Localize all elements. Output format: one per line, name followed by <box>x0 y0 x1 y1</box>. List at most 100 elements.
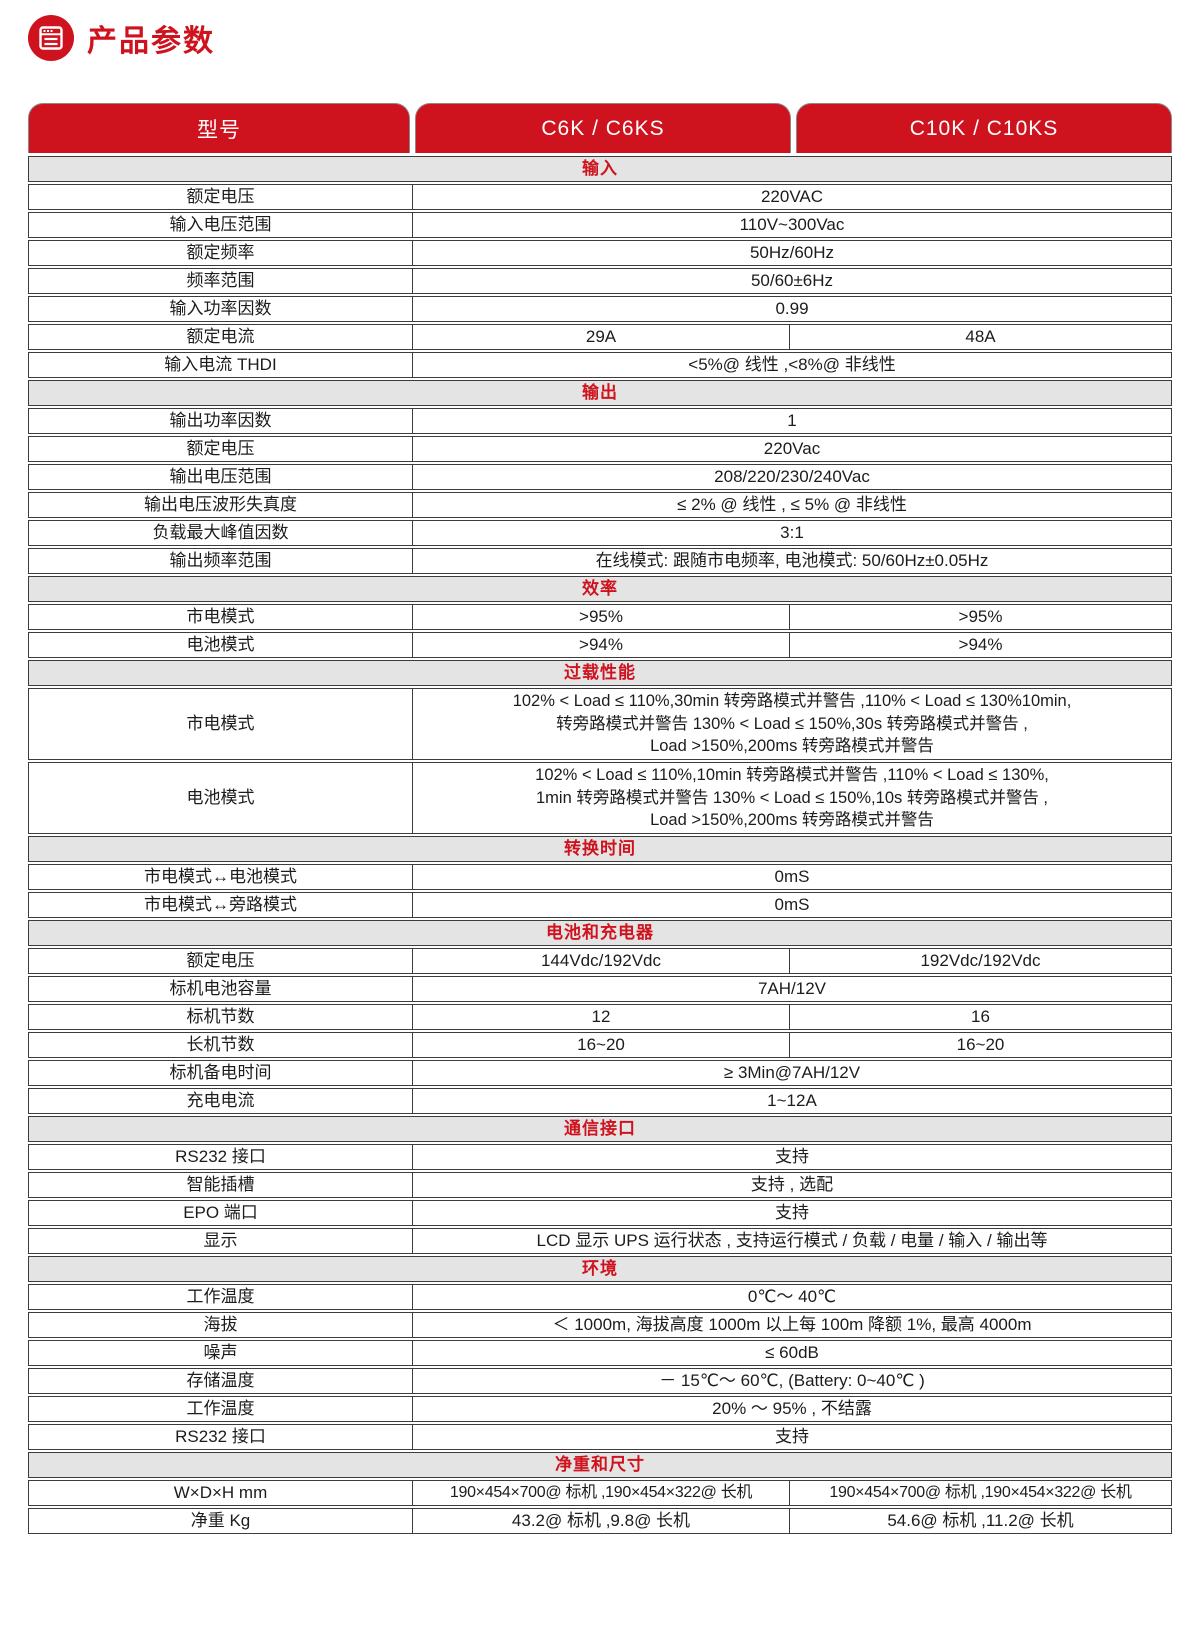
table-row: 长机节数 16~20 16~20 <box>28 1032 1172 1058</box>
row-label: 净重 Kg <box>29 1509 413 1533</box>
row-label: 市电模式↔旁路模式 <box>29 893 413 917</box>
section-header: 输入 <box>28 156 1172 182</box>
section-header: 过载性能 <box>28 660 1172 686</box>
page: 产品参数 型号 C6K / C6KS C10K / C10KS 输入 额定电压 22… <box>28 14 1172 1534</box>
row-value-c6k: >95% <box>413 605 790 629</box>
document-list-icon <box>28 15 74 61</box>
row-value-c6k: 190×454×700@ 标机 ,190×454×322@ 长机 <box>413 1481 790 1505</box>
row-value: <5%@ 线性 ,<8%@ 非线性 <box>688 355 896 374</box>
page-title: 产品参数 <box>87 25 215 58</box>
row-value: 0mS <box>774 895 810 914</box>
table-row: 输入电流 THDI <5%@ 线性 ,<8%@ 非线性 <box>28 352 1172 378</box>
table-row: 频率范围 50/60±6Hz <box>28 268 1172 294</box>
row-value-line: 102% < Load ≤ 110%,10min 转旁路模式并警告 ,110% … <box>535 766 1049 785</box>
row-value: 20% ～ 95% , 不结露 <box>712 1399 872 1418</box>
row-value-line: 102% < Load ≤ 110%,30min 转旁路模式并警告 ,110% … <box>512 692 1072 711</box>
table-row: 标机备电时间 ≥ 3Min@7AH/12V <box>28 1060 1172 1086</box>
row-value-c10k: 16 <box>971 1007 990 1026</box>
page-header: 产品参数 <box>28 14 1172 62</box>
table-row: EPO 端口 支持 <box>28 1200 1172 1226</box>
row-value: 220VAC <box>760 187 824 206</box>
row-value: 在线模式: 跟随市电频率, 电池模式: 50/60Hz±0.05Hz <box>595 551 989 570</box>
row-label: 额定频率 <box>29 241 413 265</box>
section-header: 通信接口 <box>28 1116 1172 1142</box>
row-label: RS232 接口 <box>29 1145 413 1169</box>
row-label: 输出电压波形失真度 <box>29 493 413 517</box>
row-value-c10k: 54.6@ 标机 ,11.2@ 长机 <box>887 1511 1074 1530</box>
model-column-header: 型号 <box>28 103 410 153</box>
section-header: 电池和充电器 <box>28 920 1172 946</box>
row-value: － 15℃～ 60℃, (Battery: 0~40℃ ) <box>659 1371 925 1390</box>
row-value: 102% < Load ≤ 110%,30min 转旁路模式并警告 ,110% … <box>413 689 1171 759</box>
row-value-line: Load >150%,200ms 转旁路模式并警告 <box>650 737 934 756</box>
row-label: 市电模式↔电池模式 <box>29 865 413 889</box>
row-label: 额定电压 <box>29 949 413 973</box>
table-row: 标机节数 12 16 <box>28 1004 1172 1030</box>
row-label: 输出电压范围 <box>29 465 413 489</box>
row-label: 负载最大峰值因数 <box>29 521 413 545</box>
table-row: 电池模式 >94% >94% <box>28 632 1172 658</box>
section-header: 环境 <box>28 1256 1172 1282</box>
row-label: RS232 接口 <box>29 1425 413 1449</box>
table-row: 市电模式↔电池模式 0mS <box>28 864 1172 890</box>
row-label: 长机节数 <box>29 1033 413 1057</box>
table-row: 显示 LCD 显示 UPS 运行状态 , 支持运行模式 / 负载 / 电量 / 输… <box>28 1228 1172 1254</box>
row-label: 输入电压范围 <box>29 213 413 237</box>
row-label: 标机节数 <box>29 1005 413 1029</box>
table-row: 负载最大峰值因数 3:1 <box>28 520 1172 546</box>
table-body: 输入额定电压 220VAC 输入电压范围 110V~300Vac 额定频率 50Hz/60… <box>28 156 1172 1534</box>
section-header: 净重和尺寸 <box>28 1452 1172 1478</box>
row-value: 支持 <box>775 1203 809 1222</box>
row-label: 电池模式 <box>29 633 413 657</box>
table-row: 标机电池容量 7AH/12V <box>28 976 1172 1002</box>
row-value: 0.99 <box>775 299 809 318</box>
row-label: W×D×H mm <box>29 1481 413 1505</box>
row-value: ≤ 2% @ 线性 , ≤ 5% @ 非线性 <box>677 495 907 514</box>
table-row: 市电模式 102% < Load ≤ 110%,30min 转旁路模式并警告 ,1… <box>28 688 1172 760</box>
table-row: 海拔 ＜ 1000m, 海拔高度 1000m 以上每 100m 降额 1%, 最高… <box>28 1312 1172 1338</box>
row-value-c6k: 12 <box>413 1005 790 1029</box>
table-row: 输出功率因数 1 <box>28 408 1172 434</box>
section-header: 转换时间 <box>28 836 1172 862</box>
table-row: 额定电压 220VAC <box>28 184 1172 210</box>
table-row: RS232 接口 支持 <box>28 1424 1172 1450</box>
row-value-c10k: >94% <box>958 635 1003 654</box>
row-value: 220Vac <box>763 439 821 458</box>
row-value: 50/60±6Hz <box>750 271 834 290</box>
row-value: 支持 <box>775 1147 809 1166</box>
row-value-line: 转旁路模式并警告 130% < Load ≤ 150%,30s 转旁路模式并警告… <box>556 714 1028 733</box>
row-label: 市电模式 <box>29 689 413 759</box>
table-row: 工作温度 20% ～ 95% , 不结露 <box>28 1396 1172 1422</box>
row-value-c10k: 192Vdc/192Vdc <box>920 951 1041 970</box>
table-row: 输出电压波形失真度 ≤ 2% @ 线性 , ≤ 5% @ 非线性 <box>28 492 1172 518</box>
row-label: 额定电流 <box>29 325 413 349</box>
table-row: RS232 接口 支持 <box>28 1144 1172 1170</box>
table-row: 额定频率 50Hz/60Hz <box>28 240 1172 266</box>
row-value: 7AH/12V <box>757 979 827 998</box>
row-label: 额定电压 <box>29 185 413 209</box>
row-value-c6k: 29A <box>413 325 790 349</box>
row-label: 充电电流 <box>29 1089 413 1113</box>
row-value: 1~12A <box>767 1091 817 1110</box>
row-value: 0mS <box>774 867 810 886</box>
row-value: ≥ 3Min@7AH/12V <box>723 1063 861 1082</box>
table-row: 额定电流 29A 48A <box>28 324 1172 350</box>
row-label: EPO 端口 <box>29 1201 413 1225</box>
row-label: 海拔 <box>29 1313 413 1337</box>
row-label: 输入电流 THDI <box>29 353 413 377</box>
row-value-c6k: 144Vdc/192Vdc <box>413 949 790 973</box>
row-value: 110V~300Vac <box>739 215 845 234</box>
row-value-c10k: 48A <box>965 327 996 346</box>
row-value: 支持 , 选配 <box>750 1175 834 1194</box>
table-row: 充电电流 1~12A <box>28 1088 1172 1114</box>
table-row: 电池模式 102% < Load ≤ 110%,10min 转旁路模式并警告 ,1… <box>28 762 1172 834</box>
row-value: ≤ 60dB <box>765 1343 819 1362</box>
row-value: 50Hz/60Hz <box>749 243 835 262</box>
row-value: 0℃～ 40℃ <box>747 1287 837 1306</box>
table-row: 存储温度 － 15℃～ 60℃, (Battery: 0~40℃ ) <box>28 1368 1172 1394</box>
row-value: 3:1 <box>780 523 804 542</box>
c10k-column-header: C10K / C10KS <box>796 103 1172 153</box>
row-label: 电池模式 <box>29 763 413 833</box>
row-label: 频率范围 <box>29 269 413 293</box>
table-row: 智能插槽 支持 , 选配 <box>28 1172 1172 1198</box>
